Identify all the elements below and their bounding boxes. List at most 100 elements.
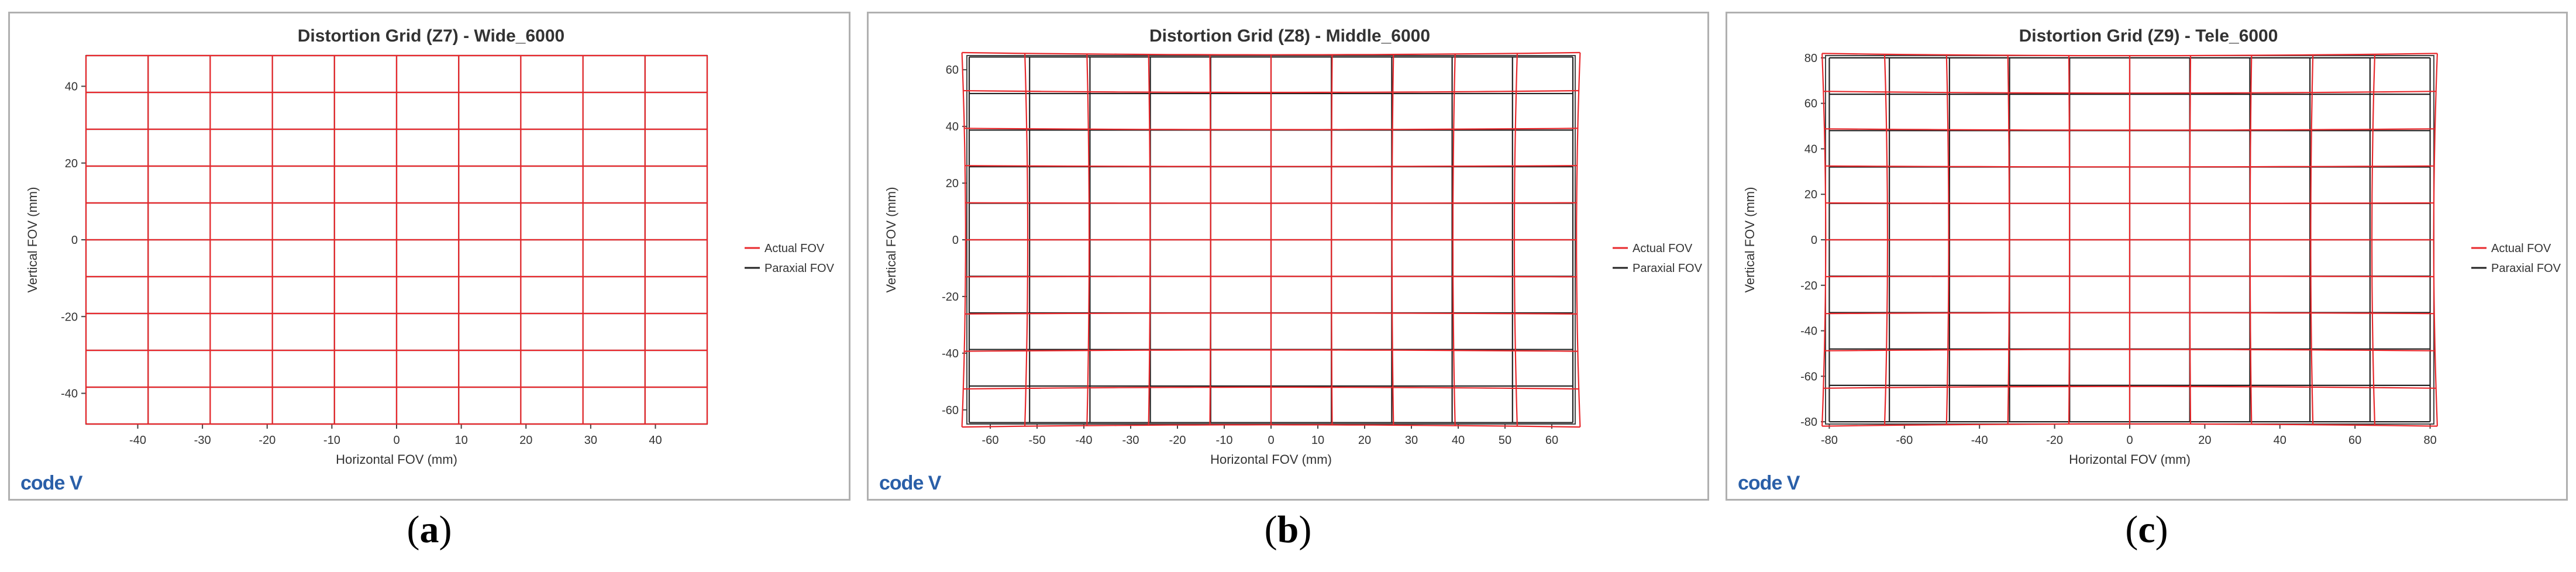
codev-logo: code V [1738,472,1800,494]
actual-grid-line [1825,165,2434,168]
actual-grid-line [1823,385,2436,389]
x-tick-label: 10 [455,434,468,447]
legend-label: Actual FOV [2491,242,2551,255]
actual-grid-line [962,51,1580,56]
y-tick-label: 40 [65,81,78,94]
x-axis-label: Horizontal FOV (mm) [1210,452,1332,467]
y-tick-label: 80 [1804,52,1817,65]
legend-label: Actual FOV [1633,242,1693,255]
x-tick-label: -20 [1169,434,1186,447]
x-tick-label: -10 [323,434,340,447]
x-tick-label: 10 [1311,434,1324,447]
caption-a: (a) [407,508,452,551]
chart-panel-b: Distortion Grid (Z8) - Middle_6000 -60 -50… [867,12,1709,501]
x-tick-label: 30 [584,434,597,447]
actual-grid-line [965,165,1578,167]
actual-grid-line [2433,53,2438,426]
actual-grid-line [1824,128,2436,131]
y-tick-label: 0 [1811,234,1817,247]
chart-title: Distortion Grid (Z7) - Wide_6000 [298,26,564,46]
x-tick-label: 60 [2348,434,2361,447]
actual-grid-line [1576,52,1581,428]
legend-label: Paraxial FOV [1633,262,1703,275]
actual-grid-line [1825,202,2434,204]
x-tick-label: -40 [1971,434,1988,447]
y-axis-label: Vertical FOV (mm) [25,187,40,293]
actual-grid-line [963,386,1579,390]
y-tick-label: 40 [1804,143,1817,156]
legend-label: Paraxial FOV [764,262,835,275]
x-tick-label: 50 [1499,434,1511,447]
x-tick-label: -50 [1029,434,1046,447]
caption-c-letter: c [2138,508,2155,551]
actual-grid-line [962,424,1580,428]
chart-title: Distortion Grid (Z8) - Middle_6000 [1149,26,1430,46]
x-tick-label: -40 [129,434,146,447]
x-tick-label: 40 [649,434,662,447]
x-tick-label: -20 [2046,434,2063,447]
legend-label: Actual FOV [764,242,825,255]
actual-grid-line [963,89,1579,94]
y-tick-label: -60 [1800,370,1817,383]
actual-grid-line [1825,275,2434,278]
y-tick-label: 40 [946,120,959,133]
y-tick-label: -60 [942,404,959,417]
actual-grid-line [964,128,1578,130]
x-tick-label: -60 [982,434,999,447]
x-tick-label: 20 [1358,434,1371,447]
legend-label: Paraxial FOV [2491,262,2561,275]
x-tick-label: 20 [2198,434,2211,447]
x-tick-label: 40 [1452,434,1465,447]
x-tick-label: 40 [2274,434,2286,447]
y-tick-label: 20 [946,177,959,190]
chart-c: Distortion Grid (Z9) - Tele_6000 -80 -60 -4… [1738,26,2561,494]
chart-title: Distortion Grid (Z9) - Tele_6000 [2019,26,2278,46]
y-tick-label: -80 [1800,416,1817,429]
x-tick-label: 0 [1268,434,1274,447]
actual-grid-line [1822,53,2437,57]
x-tick-label: -10 [1216,434,1233,447]
actual-grid-line [1824,349,2436,352]
x-tick-label: 60 [1545,434,1558,447]
x-tick-label: 0 [2126,434,2133,447]
x-axis-label: Horizontal FOV (mm) [336,452,457,467]
x-tick-label: -30 [194,434,211,447]
actual-grid-line [964,349,1578,352]
y-tick-label: -40 [61,388,78,401]
chart-panel-c: Distortion Grid (Z9) - Tele_6000 -80 -60 -4… [1726,12,2568,501]
x-tick-label: 30 [1405,434,1418,447]
actual-grid-line [1822,423,2437,427]
caption-b: (b) [1264,508,1312,551]
y-tick-label: -20 [942,291,959,304]
caption-a-letter: a [419,508,439,551]
chart-b: Distortion Grid (Z8) - Middle_6000 -60 -50… [879,26,1703,494]
y-tick-label: 0 [952,234,959,247]
y-axis-label: Vertical FOV (mm) [884,187,898,293]
y-tick-label: 20 [65,157,78,170]
y-tick-label: -20 [61,311,78,323]
x-axis-label: Horizontal FOV (mm) [2069,452,2191,467]
x-tick-label: -60 [1896,434,1913,447]
y-tick-label: 60 [1804,98,1817,111]
x-tick-label: -30 [1122,434,1139,447]
chart-a: Distortion Grid (Z7) - Wide_6000 -40 -30 -2… [20,26,835,494]
x-tick-label: 20 [519,434,532,447]
x-tick-label: -40 [1076,434,1093,447]
actual-grid-line [965,202,1577,204]
codev-logo: code V [20,472,83,494]
actual-grid-line [1825,312,2434,315]
caption-c: (c) [2125,508,2168,551]
actual-grid-line [1823,91,2436,94]
y-tick-label: -20 [1800,280,1817,292]
codev-logo: code V [879,472,942,494]
caption-b-letter: b [1277,508,1299,551]
y-tick-label: 60 [946,64,959,77]
x-tick-label: 80 [2423,434,2436,447]
x-tick-label: -80 [1821,434,1838,447]
x-tick-label: 0 [393,434,400,447]
y-axis-label: Vertical FOV (mm) [1742,187,1757,293]
y-tick-label: 0 [71,234,78,247]
y-tick-label: 20 [1804,188,1817,201]
y-tick-label: -40 [942,347,959,360]
chart-panel-a: Distortion Grid (Z7) - Wide_6000 -40 -30 -2… [8,12,850,501]
